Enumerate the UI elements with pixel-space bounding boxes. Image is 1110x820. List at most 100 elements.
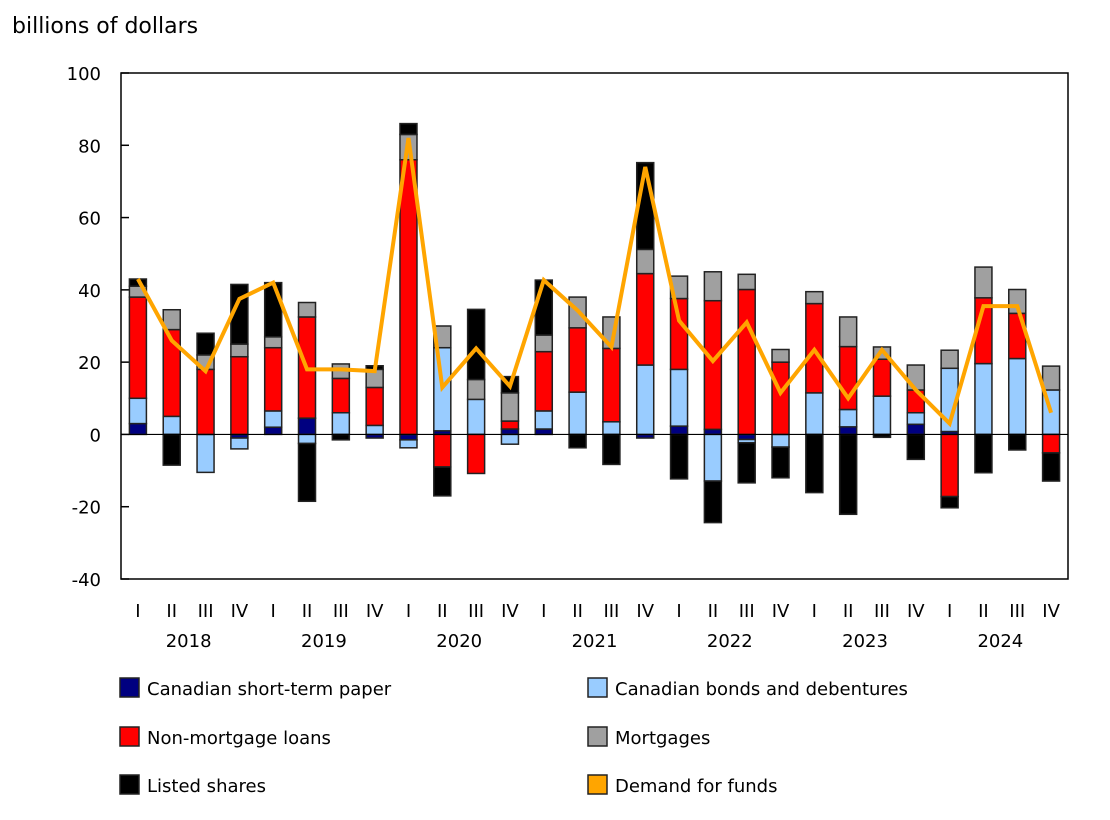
bar-segment (365, 424, 384, 436)
bar-segment (940, 349, 959, 370)
bar-segment (534, 350, 554, 412)
bar-segment (602, 433, 621, 466)
legend-swatch (587, 774, 608, 795)
bar-segment (263, 336, 283, 349)
bar-segment (128, 397, 148, 425)
bar-segment (466, 398, 486, 436)
bar-segment (500, 392, 520, 422)
demand-line (136, 137, 1053, 428)
bar-segment (737, 433, 756, 441)
bar-segment (331, 433, 351, 441)
bar-segment (805, 290, 824, 305)
bar-segment (433, 466, 452, 497)
bar-segment (703, 271, 723, 302)
bar-segment (838, 426, 858, 436)
bar-segment (906, 423, 926, 436)
x-tick-label: III (1009, 601, 1025, 622)
y-tick-label: 0 (90, 425, 101, 446)
bar-segment (906, 433, 926, 461)
bar-segment (500, 428, 520, 436)
legend-swatch (587, 677, 608, 698)
bar-segment (297, 417, 317, 436)
bar-segment (703, 299, 723, 431)
bar-segment (568, 433, 587, 449)
x-tick-label: IV (501, 601, 519, 622)
legend-item: Mortgages (587, 726, 710, 749)
legend-swatch (587, 726, 608, 747)
bar-segment (534, 334, 554, 353)
bar-segment (771, 433, 790, 448)
year-label: 2020 (436, 631, 482, 652)
legend-label: Non-mortgage loans (147, 728, 331, 749)
bar-segment (500, 420, 520, 430)
x-tick-label: III (874, 601, 890, 622)
plot-frame (120, 72, 1069, 580)
bar-segment (669, 425, 689, 436)
bar-segment (1041, 433, 1061, 454)
x-tick-label: IV (636, 601, 654, 622)
bar-segment (230, 437, 249, 450)
bar-segment (196, 332, 215, 356)
x-tick-label: I (812, 601, 817, 622)
bar-segment (365, 386, 384, 427)
bar-segment (940, 495, 959, 509)
bar-segment (534, 428, 554, 436)
bar-segment (196, 368, 215, 436)
bar-segment (669, 368, 689, 427)
bar-segment (568, 391, 587, 436)
legend-item: Canadian bonds and debentures (587, 677, 908, 700)
legend-label: Mortgages (615, 728, 710, 749)
bar-segment (297, 433, 317, 445)
x-tick-label: II (843, 601, 854, 622)
bar-segment (838, 316, 858, 348)
bar-segment (297, 442, 317, 503)
bar-segment (263, 426, 283, 436)
x-tick-label: III (739, 601, 755, 622)
bar-segment (466, 378, 486, 401)
bar-segment (466, 308, 486, 381)
bar-segment (805, 433, 824, 494)
x-tick-label: I (271, 601, 276, 622)
bar-segment (737, 273, 756, 291)
bar-segment (669, 433, 689, 480)
bar-segment (635, 364, 655, 436)
bar-segment (940, 433, 959, 498)
bar-segment (974, 433, 993, 474)
bar-segment (872, 395, 892, 436)
y-tick-label: 20 (78, 353, 101, 374)
bar-segment (906, 411, 926, 426)
x-tick-label: IV (772, 601, 790, 622)
legend-label: Canadian short-term paper (147, 679, 392, 700)
bar-segment (128, 296, 148, 400)
x-tick-label: II (978, 601, 989, 622)
bar-segment (974, 266, 993, 299)
bar-segment (771, 446, 790, 479)
x-tick-label: II (437, 601, 448, 622)
legend-swatch (119, 774, 140, 795)
bar-segment (162, 308, 181, 331)
bar-segment (1008, 433, 1027, 451)
x-tick-label: II (302, 601, 313, 622)
bar-segment (669, 297, 689, 371)
year-label: 2018 (166, 631, 212, 652)
bar-segment (635, 272, 655, 366)
bar-segment (703, 433, 723, 482)
y-tick-label: -20 (72, 498, 101, 519)
bar-segment (1041, 365, 1061, 391)
bar-segment (1008, 357, 1027, 436)
bar-segment (838, 408, 858, 428)
year-label: 2022 (707, 631, 753, 652)
bar-segment (196, 433, 215, 474)
x-tick-label: III (198, 601, 214, 622)
bar-segment (433, 433, 452, 468)
bar-segment (703, 480, 723, 524)
x-tick-label: II (708, 601, 719, 622)
x-tick-label: IV (907, 601, 925, 622)
bar-segment (331, 377, 351, 414)
bar-segment (872, 358, 892, 397)
legend-label: Demand for funds (615, 776, 777, 797)
x-tick-label: I (406, 601, 411, 622)
x-tick-label: IV (1042, 601, 1060, 622)
